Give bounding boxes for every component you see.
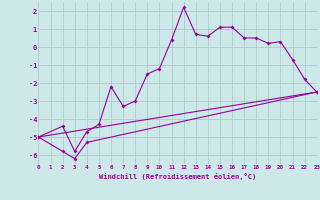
X-axis label: Windchill (Refroidissement éolien,°C): Windchill (Refroidissement éolien,°C) — [99, 173, 256, 180]
